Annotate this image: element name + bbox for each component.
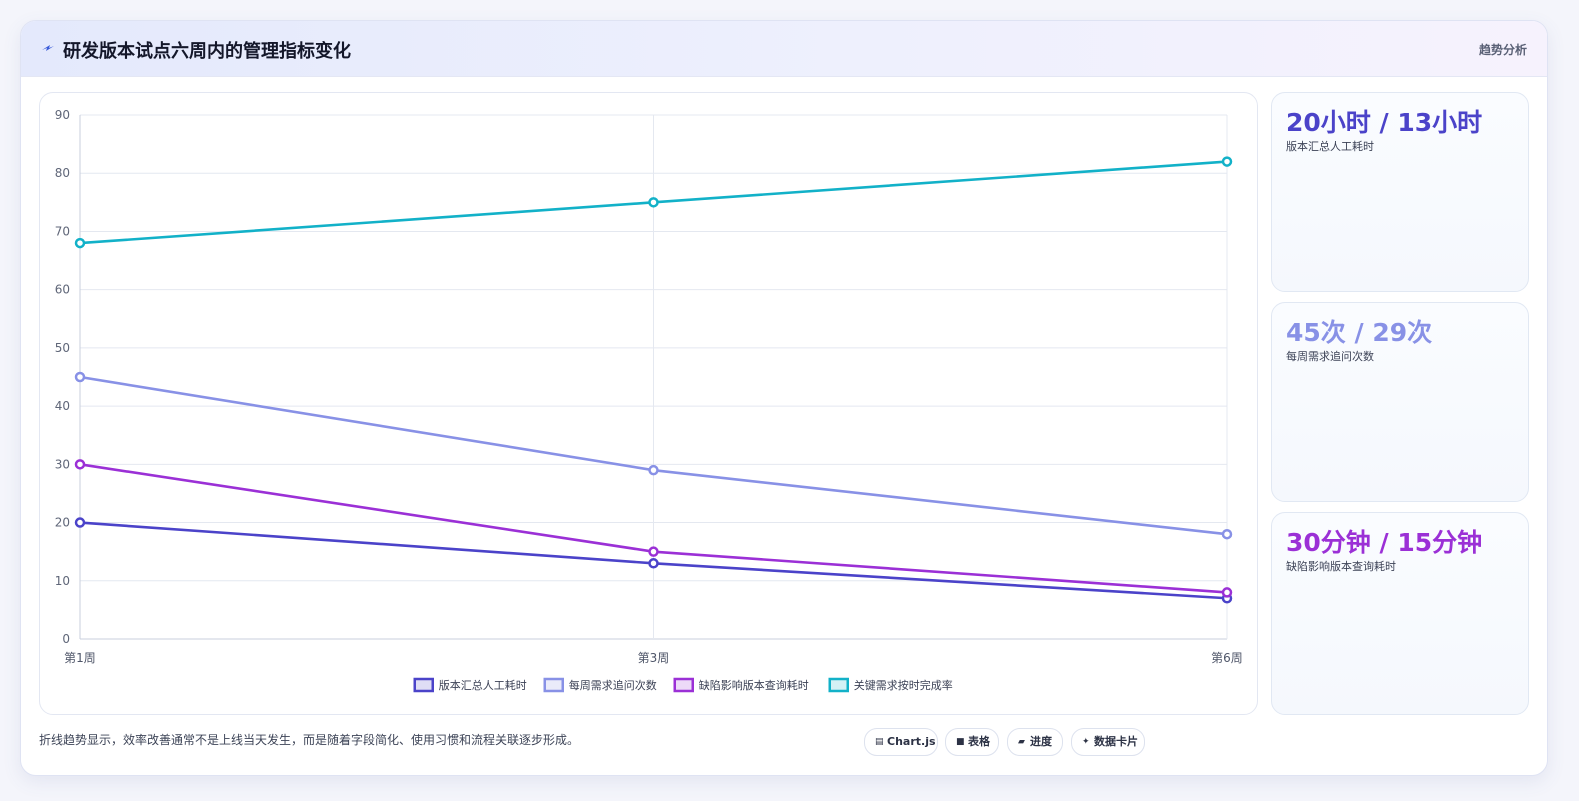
data-point <box>1221 587 1233 598</box>
y-tick-label: 80 <box>55 166 70 180</box>
pill-label: 数据卡片 <box>1094 735 1138 748</box>
y-tick-label: 30 <box>55 457 70 471</box>
metric-card-followups: 45次 / 29次 每周需求追问次数 <box>1271 302 1529 502</box>
legend-label: 缺陷影响版本查询耗时 <box>699 678 809 692</box>
metric-value: 20小时 / 13小时 <box>1286 108 1483 137</box>
pill-label: 进度 <box>1030 735 1052 748</box>
legend-label: 关键需求按时完成率 <box>854 678 953 692</box>
lightning-icon <box>42 45 54 51</box>
y-tick-label: 50 <box>55 341 70 355</box>
pill-table[interactable]: ■ 表格 <box>945 728 999 756</box>
data-point <box>648 464 659 476</box>
trend-note: 折线趋势显示，效率改善通常不是上线当天发生，而是随着字段简化、使用习惯和流程关联… <box>39 733 580 747</box>
data-point <box>1221 156 1233 167</box>
data-point <box>74 459 86 470</box>
metric-label: 每周需求追问次数 <box>1286 350 1374 363</box>
metric-label: 缺陷影响版本查询耗时 <box>1286 560 1396 573</box>
data-point <box>74 237 86 249</box>
card-icon: ✦ <box>1082 737 1090 747</box>
y-tick-label: 10 <box>55 574 70 588</box>
data-point <box>648 546 659 557</box>
legend-swatch <box>413 677 434 693</box>
y-tick-label: 0 <box>62 632 70 646</box>
x-tick-label: 第6周 <box>1211 651 1243 665</box>
pill-label: Chart.js <box>887 735 936 748</box>
legend-swatch <box>543 677 564 693</box>
progress-icon: ▰ <box>1018 737 1025 747</box>
line-chart-container: 0 10 20 30 40 50 60 70 80 90 第1周 第3周 第6周版本汇总人工耗时 每周需求… <box>39 92 1258 715</box>
report-panel: 研发版本试点六周内的管理指标变化 趋势分析 0 10 20 30 40 50 60 70 80 9… <box>20 20 1548 776</box>
legend-label: 每周需求追问次数 <box>569 678 657 692</box>
section-tag: 趋势分析 <box>1478 43 1527 57</box>
metric-value: 45次 / 29次 <box>1286 318 1433 347</box>
table-icon: ■ <box>956 737 965 747</box>
y-tick-label: 70 <box>55 224 70 238</box>
metric-card-defect-query: 30分钟 / 15分钟 缺陷影响版本查询耗时 <box>1271 512 1529 715</box>
y-tick-label: 40 <box>55 399 70 413</box>
panel-header: 研发版本试点六周内的管理指标变化 趋势分析 <box>21 21 1547 77</box>
y-tick-label: 90 <box>55 108 70 122</box>
legend-label: 版本汇总人工耗时 <box>439 678 527 692</box>
x-tick-label: 第1周 <box>64 651 96 665</box>
data-point <box>648 558 659 569</box>
legend-swatch <box>673 677 694 693</box>
pill-data-cards[interactable]: ✦ 数据卡片 <box>1071 728 1145 756</box>
chart-icon: ▤ <box>875 737 884 747</box>
data-point <box>1221 528 1233 540</box>
data-point <box>74 371 86 383</box>
metric-label: 版本汇总人工耗时 <box>1286 140 1374 153</box>
data-point <box>648 197 659 208</box>
metric-value: 30分钟 / 15分钟 <box>1286 528 1483 557</box>
data-point <box>74 517 86 528</box>
pill-label: 表格 <box>968 735 990 748</box>
page-title: 研发版本试点六周内的管理指标变化 <box>63 41 351 62</box>
metric-card-manual-hours: 20小时 / 13小时 版本汇总人工耗时 <box>1271 92 1529 292</box>
y-tick-label: 60 <box>55 283 70 297</box>
pill-chartjs[interactable]: ▤ Chart.js <box>864 728 938 756</box>
x-tick-label: 第3周 <box>638 651 670 665</box>
y-tick-label: 20 <box>55 516 70 530</box>
legend-swatch <box>828 677 849 693</box>
pill-progress[interactable]: ▰ 进度 <box>1007 728 1063 756</box>
